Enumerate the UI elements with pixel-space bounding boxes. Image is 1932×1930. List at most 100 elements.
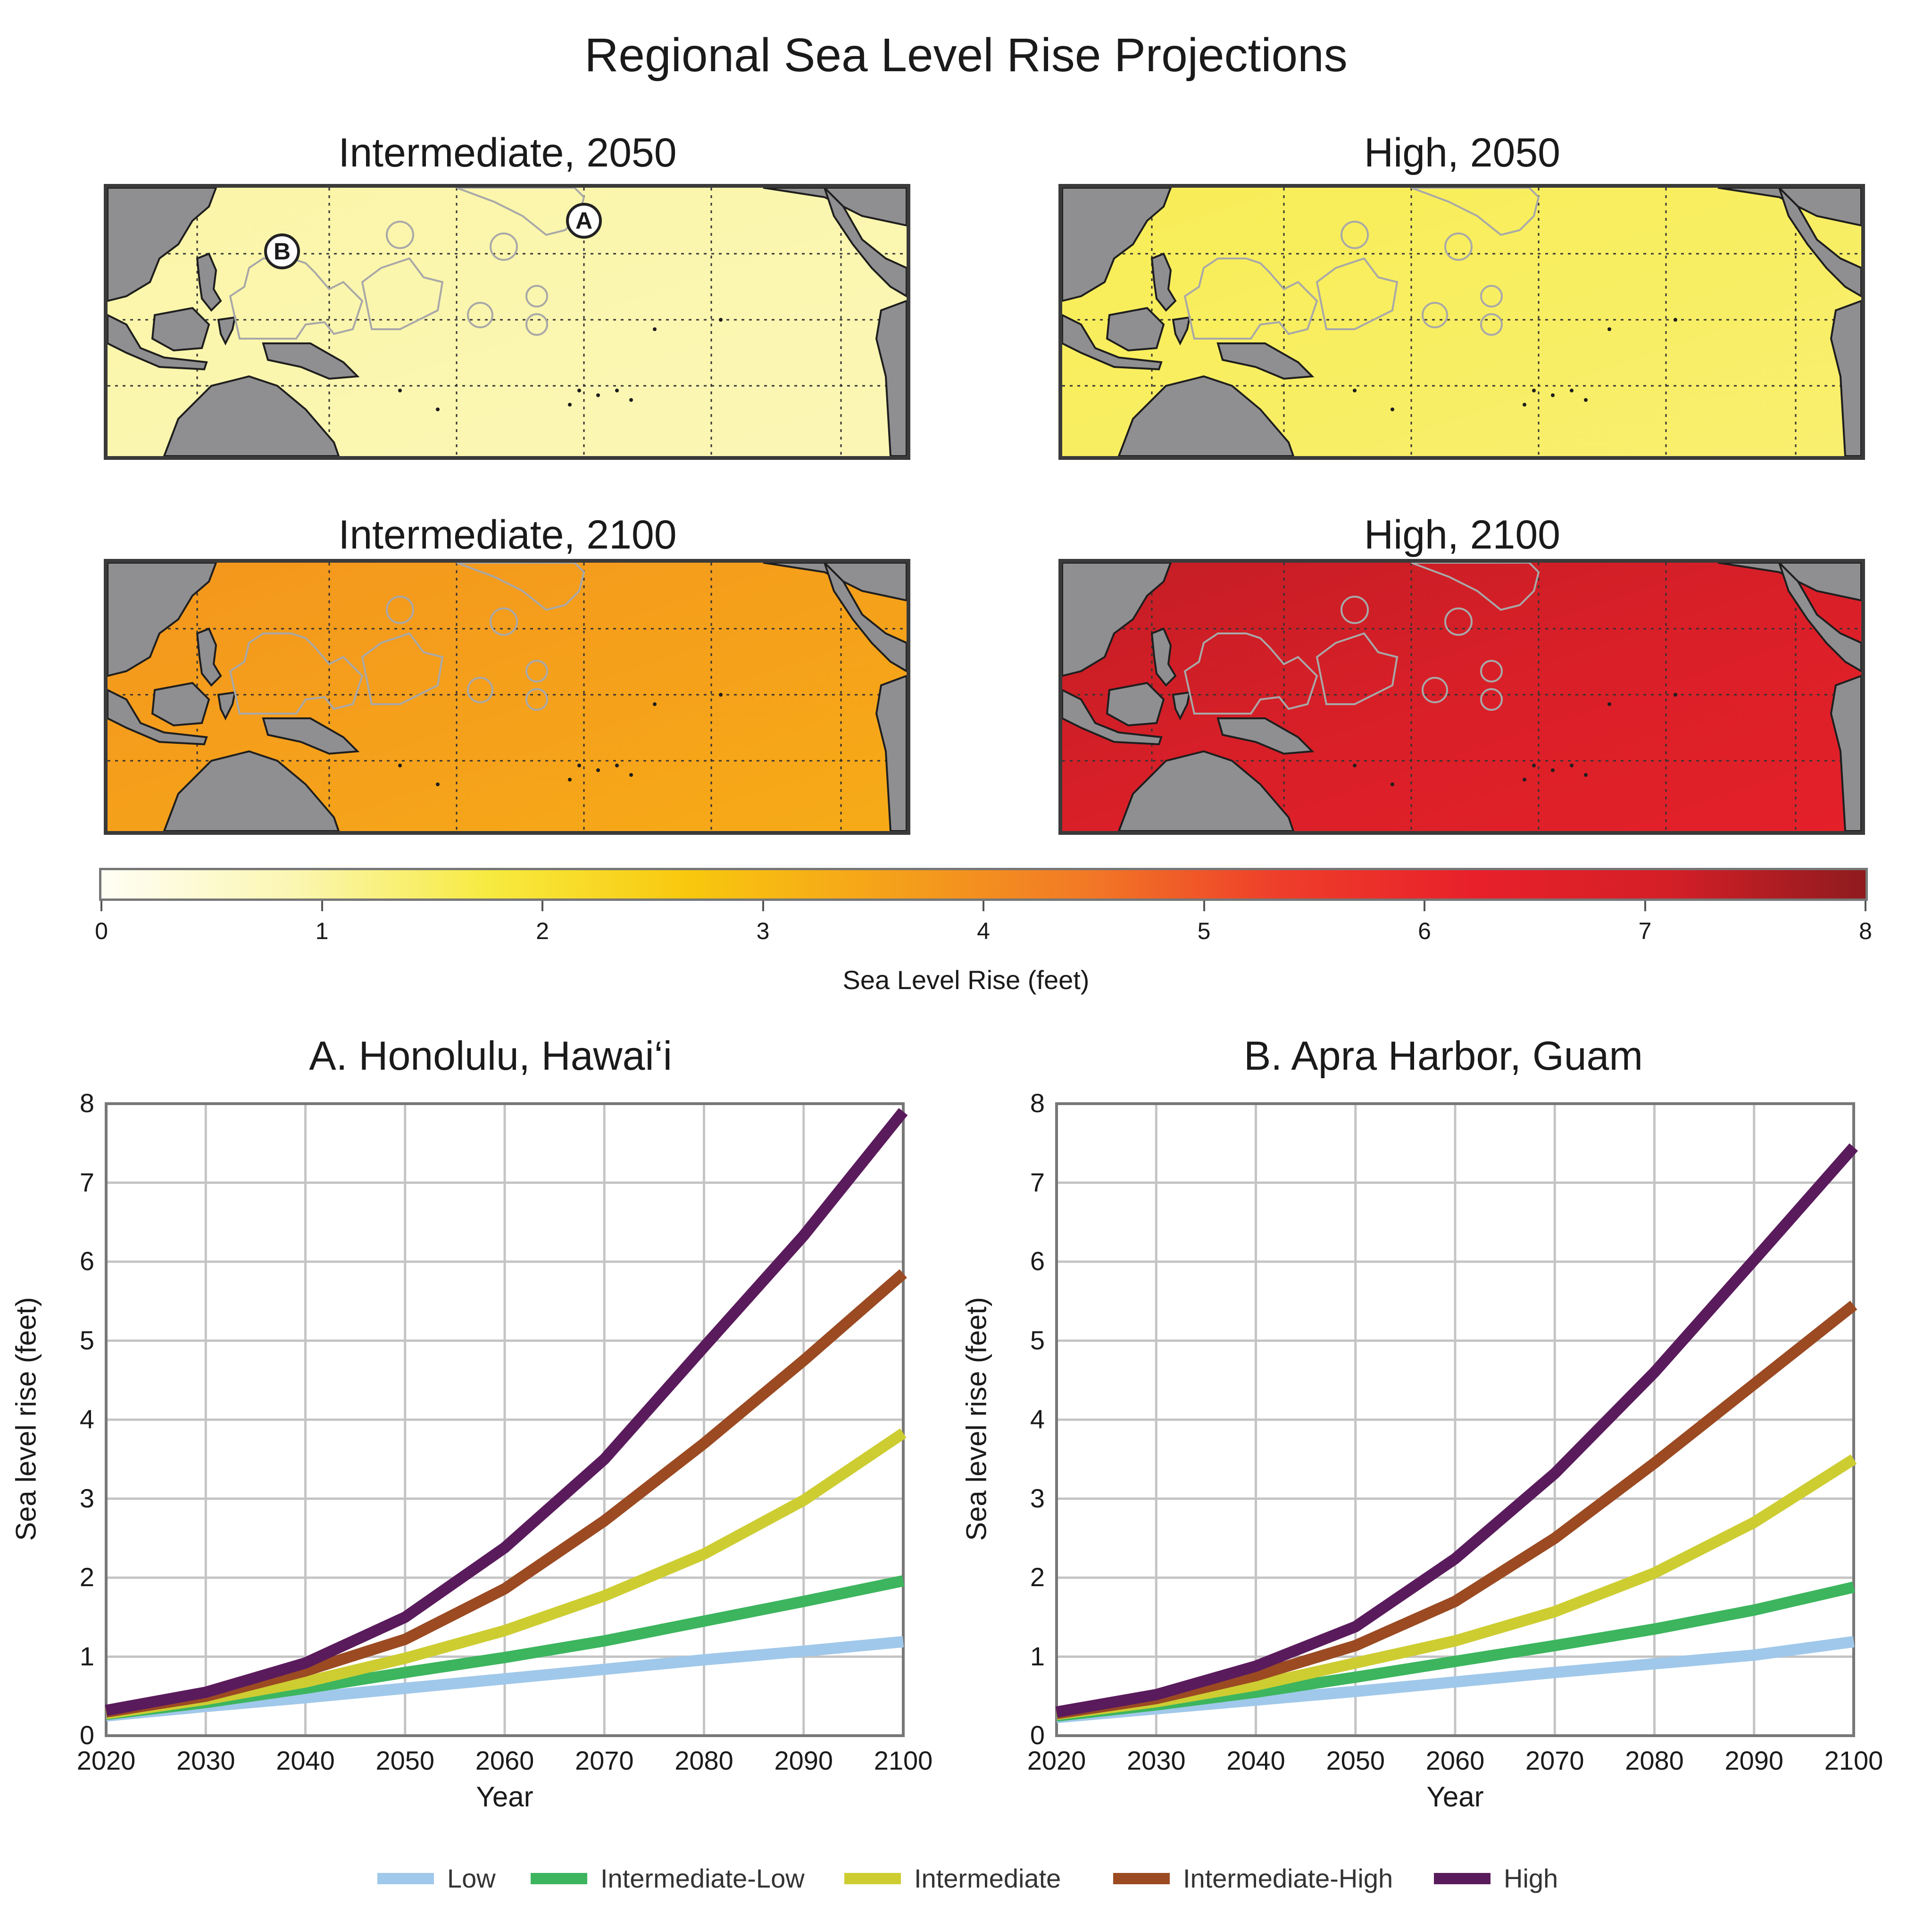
territory-outline	[456, 563, 585, 611]
landmass	[1062, 314, 1163, 371]
x-tick-label: 2020	[76, 1746, 136, 1775]
x-tick-label: 2080	[675, 1746, 733, 1775]
territory-outline	[490, 607, 518, 636]
territory-outline	[386, 221, 414, 249]
landmass	[1062, 689, 1163, 746]
territory-outline	[1183, 258, 1318, 340]
y-tick-label: 5	[79, 1325, 94, 1355]
colorbar-label: Sea Level Rise (feet)	[842, 965, 1090, 995]
y-tick-label: 2	[1030, 1562, 1045, 1592]
territory-outline	[386, 596, 414, 624]
y-tick-label: 7	[1030, 1167, 1045, 1197]
landmass	[1717, 188, 1861, 227]
landmass	[108, 188, 217, 302]
landmass	[217, 691, 236, 721]
island	[1570, 389, 1574, 392]
landmass	[1106, 682, 1165, 727]
x-tick-label: 2050	[375, 1746, 435, 1775]
legend-label: High	[1504, 1863, 1558, 1893]
map-high-2100	[1058, 559, 1865, 835]
territory-outline	[361, 632, 444, 705]
map-svg	[1062, 188, 1861, 456]
landmass	[1778, 563, 1861, 673]
island	[1353, 764, 1357, 767]
territory-outline	[229, 632, 364, 715]
location-marker-a: A	[566, 203, 602, 239]
chart-apra-harbor	[1055, 1102, 1858, 1737]
legend-swatch	[377, 1872, 434, 1884]
landmass	[1150, 252, 1177, 312]
x-tick-label: 2090	[1724, 1746, 1784, 1775]
territory-outline	[490, 233, 518, 261]
map-title-intermediate-2100: Intermediate, 2100	[338, 512, 677, 557]
legend-item: Intermediate-High	[1113, 1863, 1393, 1894]
map-svg	[108, 188, 907, 456]
legend-label: Intermediate-Low	[600, 1863, 805, 1893]
island	[1523, 778, 1526, 782]
x-tick-label: 2070	[575, 1746, 634, 1775]
landmass	[1717, 563, 1861, 602]
island	[1391, 782, 1394, 786]
landmass	[824, 563, 907, 673]
y-tick-label: 3	[1030, 1483, 1045, 1513]
legend-item: Intermediate	[844, 1863, 1061, 1894]
island	[629, 773, 633, 777]
island	[1584, 773, 1588, 777]
island	[596, 393, 600, 397]
legend: Low Intermediate-Low Intermediate Intermedi…	[0, 1863, 1932, 1901]
legend-swatch	[531, 1872, 587, 1884]
colorbar-tick-label: 5	[1197, 918, 1211, 944]
landmass	[875, 674, 907, 831]
island	[1551, 768, 1555, 772]
x-tick-label: 2060	[475, 1746, 534, 1775]
colorbar-tick-label: 0	[95, 918, 108, 944]
y-tick-label: 4	[1030, 1404, 1045, 1434]
map-high-2050	[1058, 184, 1865, 460]
y-axis-label: Sea level rise (feet)	[960, 1297, 992, 1541]
plot-frame	[1055, 1102, 1855, 1737]
landmass	[763, 563, 907, 602]
legend-label: Low	[447, 1863, 496, 1893]
landmass	[824, 188, 907, 298]
x-tick-label: 2030	[1126, 1746, 1186, 1775]
y-tick-label: 0	[1030, 1720, 1045, 1750]
colorbar-tick-mark	[1424, 901, 1425, 911]
y-tick-label: 3	[79, 1483, 94, 1513]
x-tick-label: 2070	[1525, 1746, 1584, 1775]
y-tick-label: 1	[79, 1641, 94, 1671]
island	[1551, 393, 1555, 397]
landmass	[151, 682, 210, 727]
territory-outline	[1422, 677, 1448, 703]
island	[1391, 408, 1394, 411]
series-line-high	[105, 1108, 908, 1716]
territory-outline	[1316, 257, 1399, 330]
island	[577, 389, 581, 392]
landmass	[217, 316, 236, 346]
chart-honolulu	[105, 1102, 908, 1737]
legend-label: Intermediate	[914, 1863, 1061, 1893]
island	[398, 764, 402, 767]
colorbar-tick-label: 8	[1859, 918, 1872, 944]
colorbar-tick-mark	[541, 901, 543, 911]
colorbar-tick-mark	[1865, 901, 1866, 911]
colorbar-tick-mark	[762, 901, 764, 911]
landmass	[108, 314, 208, 371]
colorbar-tick-mark	[321, 901, 323, 911]
map-intermediate-2100	[104, 559, 910, 835]
legend-item: Low	[377, 1863, 496, 1894]
page-title: Regional Sea Level Rise Projections	[584, 29, 1348, 82]
territory-outline	[1480, 313, 1503, 336]
landmass	[763, 188, 907, 227]
location-marker-b: B	[264, 233, 300, 269]
territory-outline	[1316, 632, 1399, 705]
legend-swatch	[1434, 1872, 1491, 1884]
island	[719, 693, 723, 697]
landmass	[196, 252, 222, 312]
landmass	[1117, 750, 1295, 831]
island	[1674, 318, 1677, 322]
island	[1674, 693, 1677, 697]
territory-outline	[525, 660, 548, 682]
landmass	[1062, 563, 1172, 677]
x-tick-label: 2050	[1326, 1746, 1385, 1775]
